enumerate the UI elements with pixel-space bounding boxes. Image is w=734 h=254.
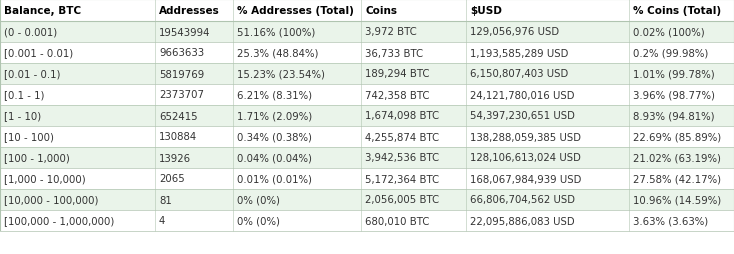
Bar [0,189,734,210]
Text: 51.16% (100%): 51.16% (100%) [237,27,316,37]
Text: 15.23% (23.54%): 15.23% (23.54%) [237,69,325,79]
Text: 1.01% (99.78%): 1.01% (99.78%) [633,69,715,79]
Text: 1,674,098 BTC: 1,674,098 BTC [365,111,439,121]
Text: [100 - 1,000): [100 - 1,000) [4,153,70,163]
Text: (0 - 0.001): (0 - 0.001) [4,27,57,37]
Text: 652415: 652415 [159,111,197,121]
Text: 22,095,886,083 USD: 22,095,886,083 USD [470,216,575,226]
Text: 8.93% (94.81%): 8.93% (94.81%) [633,111,715,121]
Bar [0,43,734,64]
Text: 54,397,230,651 USD: 54,397,230,651 USD [470,111,575,121]
Text: 128,106,613,024 USD: 128,106,613,024 USD [470,153,581,163]
Text: 19543994: 19543994 [159,27,211,37]
Text: 189,294 BTC: 189,294 BTC [365,69,429,79]
Text: 130884: 130884 [159,132,197,142]
Bar [0,64,734,85]
Text: 6.21% (8.31%): 6.21% (8.31%) [237,90,312,100]
Text: 2,056,005 BTC: 2,056,005 BTC [365,195,439,205]
Text: 9663633: 9663633 [159,48,204,58]
Text: Balance, BTC: Balance, BTC [4,6,81,16]
Text: 4: 4 [159,216,165,226]
Text: % Coins (Total): % Coins (Total) [633,6,721,16]
Text: [1 - 10): [1 - 10) [4,111,41,121]
Text: 680,010 BTC: 680,010 BTC [365,216,429,226]
Text: 6,150,807,403 USD: 6,150,807,403 USD [470,69,568,79]
Text: [0.001 - 0.01): [0.001 - 0.01) [4,48,73,58]
Text: [10,000 - 100,000): [10,000 - 100,000) [4,195,98,205]
Text: 36,733 BTC: 36,733 BTC [365,48,423,58]
Bar [0,106,734,126]
Text: 27.58% (42.17%): 27.58% (42.17%) [633,174,721,184]
Bar [0,168,734,189]
Text: 10.96% (14.59%): 10.96% (14.59%) [633,195,722,205]
Text: 168,067,984,939 USD: 168,067,984,939 USD [470,174,581,184]
Bar [0,22,734,43]
Bar [0,210,734,231]
Text: Coins: Coins [365,6,397,16]
Text: 2373707: 2373707 [159,90,204,100]
Text: 24,121,780,016 USD: 24,121,780,016 USD [470,90,575,100]
Bar [0,126,734,147]
Text: 66,806,704,562 USD: 66,806,704,562 USD [470,195,575,205]
Text: 0.02% (100%): 0.02% (100%) [633,27,705,37]
Text: 13926: 13926 [159,153,191,163]
Text: 0.04% (0.04%): 0.04% (0.04%) [237,153,312,163]
Text: 22.69% (85.89%): 22.69% (85.89%) [633,132,722,142]
Text: 0.01% (0.01%): 0.01% (0.01%) [237,174,312,184]
Text: [10 - 100): [10 - 100) [4,132,54,142]
Text: 81: 81 [159,195,172,205]
Text: 1.71% (2.09%): 1.71% (2.09%) [237,111,312,121]
Text: [1,000 - 10,000): [1,000 - 10,000) [4,174,86,184]
Text: 129,056,976 USD: 129,056,976 USD [470,27,559,37]
Text: [0.01 - 0.1): [0.01 - 0.1) [4,69,60,79]
Text: 3,972 BTC: 3,972 BTC [365,27,417,37]
Text: 3,942,536 BTC: 3,942,536 BTC [365,153,439,163]
Text: 21.02% (63.19%): 21.02% (63.19%) [633,153,721,163]
Text: 0% (0%): 0% (0%) [237,195,280,205]
Bar [0,0,734,22]
Bar [0,85,734,106]
Text: % Addresses (Total): % Addresses (Total) [237,6,354,16]
Text: 4,255,874 BTC: 4,255,874 BTC [365,132,439,142]
Text: [0.1 - 1): [0.1 - 1) [4,90,45,100]
Text: 2065: 2065 [159,174,185,184]
Text: 1,193,585,289 USD: 1,193,585,289 USD [470,48,568,58]
Text: 0.34% (0.38%): 0.34% (0.38%) [237,132,312,142]
Text: 742,358 BTC: 742,358 BTC [365,90,429,100]
Text: 0.2% (99.98%): 0.2% (99.98%) [633,48,708,58]
Text: 25.3% (48.84%): 25.3% (48.84%) [237,48,319,58]
Text: 3.63% (3.63%): 3.63% (3.63%) [633,216,708,226]
Text: $USD: $USD [470,6,502,16]
Text: Addresses: Addresses [159,6,219,16]
Text: [100,000 - 1,000,000): [100,000 - 1,000,000) [4,216,115,226]
Bar [0,147,734,168]
Text: 0% (0%): 0% (0%) [237,216,280,226]
Text: 5819769: 5819769 [159,69,204,79]
Text: 5,172,364 BTC: 5,172,364 BTC [365,174,439,184]
Text: 138,288,059,385 USD: 138,288,059,385 USD [470,132,581,142]
Text: 3.96% (98.77%): 3.96% (98.77%) [633,90,715,100]
